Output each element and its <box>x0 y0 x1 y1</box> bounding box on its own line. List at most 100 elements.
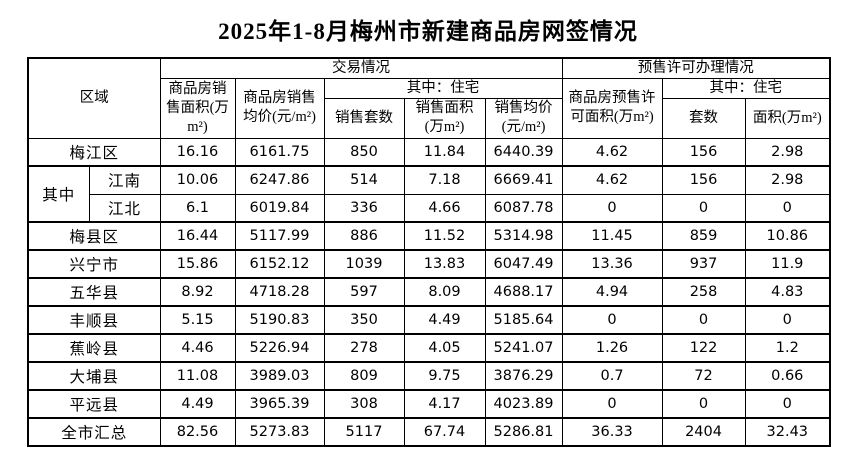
value-cell: 886 <box>323 221 405 251</box>
value-cell: 5314.98 <box>484 221 563 251</box>
value-cell: 5185.64 <box>484 305 563 335</box>
region-cell: 平远县 <box>27 389 161 419</box>
value-cell: 350 <box>323 305 405 335</box>
value-cell: 3989.03 <box>234 361 325 391</box>
region-cell: 蕉岭县 <box>27 333 161 363</box>
value-cell: 0.66 <box>744 361 831 391</box>
value-cell: 1.2 <box>744 333 831 363</box>
value-cell: 4.66 <box>403 193 486 223</box>
value-cell: 8.09 <box>403 277 486 307</box>
value-cell: 2.98 <box>744 165 831 195</box>
table-row-wuhua: 五华县 8.92 4718.28 597 8.09 4688.17 4.94 2… <box>27 277 831 307</box>
value-cell: 5226.94 <box>234 333 325 363</box>
value-cell: 6440.39 <box>484 137 563 167</box>
region-cell: 江南 <box>88 165 161 195</box>
value-cell: 4.62 <box>561 137 663 167</box>
value-cell: 308 <box>323 389 405 419</box>
region-group-cell: 其中 <box>27 165 90 223</box>
region-cell: 梅县区 <box>27 221 161 251</box>
value-cell: 5241.07 <box>484 333 563 363</box>
table-row-dabu: 大埔县 11.08 3989.03 809 9.75 3876.29 0.7 7… <box>27 361 831 391</box>
value-cell: 13.36 <box>561 249 663 279</box>
table-row-citywide-total: 全市汇总 82.56 5273.83 5117 67.74 5286.81 36… <box>27 417 831 447</box>
header-row-leaf: 销售套数 销售面积(万m²) 销售均价(元/m²) 套数 面积(万m²) <box>28 97 831 139</box>
value-cell: 15.86 <box>159 249 236 279</box>
value-cell: 4688.17 <box>484 277 563 307</box>
value-cell: 13.83 <box>403 249 486 279</box>
region-cell: 全市汇总 <box>27 417 161 447</box>
table-body: 梅江区 16.16 6161.75 850 11.84 6440.39 4.62… <box>27 137 831 447</box>
region-cell: 大埔县 <box>27 361 161 391</box>
housing-data-table: 区域 交易情况 预售许可办理情况 商品房销售面积(万m²) 商品房销售均价(元/… <box>27 57 832 448</box>
region-cell: 五华县 <box>27 277 161 307</box>
value-cell: 8.92 <box>159 277 236 307</box>
table-row-jiaoling: 蕉岭县 4.46 5226.94 278 4.05 5241.07 1.26 1… <box>27 333 831 363</box>
value-cell: 5.15 <box>159 305 236 335</box>
value-cell: 0 <box>561 305 663 335</box>
value-cell: 5190.83 <box>234 305 325 335</box>
col-header-presale-res-area: 面积(万m²) <box>744 97 831 139</box>
value-cell: 156 <box>661 137 746 167</box>
value-cell: 36.33 <box>561 417 663 447</box>
value-cell: 10.86 <box>744 221 831 251</box>
value-cell: 0 <box>661 305 746 335</box>
value-cell: 9.75 <box>403 361 486 391</box>
table-row-meijiang: 梅江区 16.16 6161.75 850 11.84 6440.39 4.62… <box>27 137 831 167</box>
value-cell: 11.45 <box>561 221 663 251</box>
value-cell: 0 <box>561 193 663 223</box>
col-group-residential: 其中：住宅 <box>323 77 563 99</box>
value-cell: 4.49 <box>159 389 236 419</box>
value-cell: 5117 <box>323 417 405 447</box>
value-cell: 5286.81 <box>484 417 563 447</box>
value-cell: 0 <box>744 389 831 419</box>
table-row-pingyuan: 平远县 4.49 3965.39 308 4.17 4023.89 0 0 0 <box>27 389 831 419</box>
value-cell: 11.9 <box>744 249 831 279</box>
value-cell: 10.06 <box>159 165 236 195</box>
value-cell: 4.83 <box>744 277 831 307</box>
region-cell: 江北 <box>88 193 161 223</box>
value-cell: 1039 <box>323 249 405 279</box>
col-header-res-avg-price: 销售均价(元/m²) <box>484 97 563 139</box>
region-cell: 兴宁市 <box>27 249 161 279</box>
col-header-region: 区域 <box>27 57 161 139</box>
value-cell: 0 <box>561 389 663 419</box>
col-header-res-sales-area: 销售面积(万m²) <box>403 97 486 139</box>
value-cell: 6669.41 <box>484 165 563 195</box>
value-cell: 82.56 <box>159 417 236 447</box>
value-cell: 937 <box>661 249 746 279</box>
value-cell: 2.98 <box>744 137 831 167</box>
value-cell: 809 <box>323 361 405 391</box>
value-cell: 3965.39 <box>234 389 325 419</box>
value-cell: 16.16 <box>159 137 236 167</box>
table-row-xingning: 兴宁市 15.86 6152.12 1039 13.83 6047.49 13.… <box>27 249 831 279</box>
value-cell: 0 <box>744 193 831 223</box>
table-row-fengshun: 丰顺县 5.15 5190.83 350 4.49 5185.64 0 0 0 <box>27 305 831 335</box>
header-row-sub: 商品房销售面积(万m²) 商品房销售均价(元/m²) 其中：住宅 商品房预售许可… <box>28 77 831 139</box>
col-header-sales-avg-price: 商品房销售均价(元/m²) <box>234 77 325 139</box>
value-cell: 597 <box>323 277 405 307</box>
value-cell: 514 <box>323 165 405 195</box>
value-cell: 32.43 <box>744 417 831 447</box>
value-cell: 4.46 <box>159 333 236 363</box>
value-cell: 11.52 <box>403 221 486 251</box>
value-cell: 1.26 <box>561 333 663 363</box>
value-cell: 850 <box>323 137 405 167</box>
value-cell: 11.08 <box>159 361 236 391</box>
value-cell: 6019.84 <box>234 193 325 223</box>
table-row-jiangbei: 江北 6.1 6019.84 336 4.66 6087.78 0 0 0 <box>28 193 831 223</box>
value-cell: 4023.89 <box>484 389 563 419</box>
region-cell: 梅江区 <box>27 137 161 167</box>
value-cell: 6.1 <box>159 193 236 223</box>
value-cell: 258 <box>661 277 746 307</box>
value-cell: 4.05 <box>403 333 486 363</box>
col-header-presale-area: 商品房预售许可面积(万m²) <box>561 77 663 139</box>
value-cell: 2404 <box>661 417 746 447</box>
value-cell: 156 <box>661 165 746 195</box>
table-header: 区域 交易情况 预售许可办理情况 商品房销售面积(万m²) 商品房销售均价(元/… <box>27 57 831 139</box>
value-cell: 0.7 <box>561 361 663 391</box>
value-cell: 4.17 <box>403 389 486 419</box>
value-cell: 4.49 <box>403 305 486 335</box>
value-cell: 16.44 <box>159 221 236 251</box>
value-cell: 5117.99 <box>234 221 325 251</box>
value-cell: 4.94 <box>561 277 663 307</box>
